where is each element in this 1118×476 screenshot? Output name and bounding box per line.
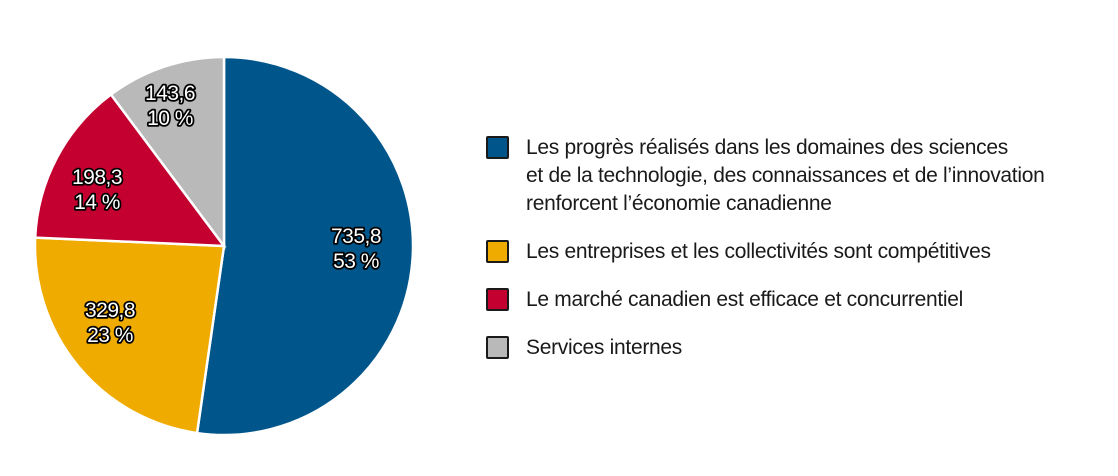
- slice-value-label: 329,8: [85, 299, 135, 322]
- pie-slice: [195, 55, 415, 437]
- pie-labels: 735,853 % 329,823 % 198,314 % 143,610 %: [70, 80, 383, 349]
- legend-item-services: Services internes: [486, 334, 1116, 362]
- slice-percent-label: 23 %: [87, 324, 133, 347]
- legend-label: Les entreprises et les collectivités son…: [526, 240, 991, 263]
- legend-swatch-gray: [486, 336, 509, 359]
- pie-slice: [109, 55, 226, 250]
- legend-item-marche: Le marché canadien est efficace et concu…: [486, 286, 1116, 314]
- legend-label: Services internes: [526, 336, 682, 359]
- slice-percent-label: 14 %: [74, 191, 120, 214]
- pie-slices: [33, 55, 415, 437]
- slice-value-label: 143,6: [145, 82, 195, 105]
- slice-value-label: 735,8: [331, 225, 381, 248]
- legend-swatch-red: [486, 288, 509, 311]
- legend-swatch-blue: [486, 136, 509, 159]
- pie-chart: 735,853 % 329,823 % 198,314 % 143,610 %: [33, 55, 415, 437]
- legend: Les progrès réalisés dans les domaines d…: [486, 134, 1116, 382]
- pie-slice: [33, 92, 227, 248]
- pie-slice: [33, 236, 226, 435]
- legend-label: Le marché canadien est efficace et concu…: [526, 288, 963, 311]
- legend-swatch-yellow: [486, 240, 509, 263]
- legend-label: Les progrès réalisés dans les domaines d…: [526, 136, 1045, 215]
- slice-percent-label: 10 %: [147, 107, 193, 130]
- slice-percent-label: 53 %: [333, 250, 379, 273]
- legend-item-sciences: Les progrès réalisés dans les domaines d…: [486, 134, 1116, 218]
- legend-item-entreprises: Les entreprises et les collectivités son…: [486, 238, 1116, 266]
- slice-value-label: 198,3: [72, 166, 122, 189]
